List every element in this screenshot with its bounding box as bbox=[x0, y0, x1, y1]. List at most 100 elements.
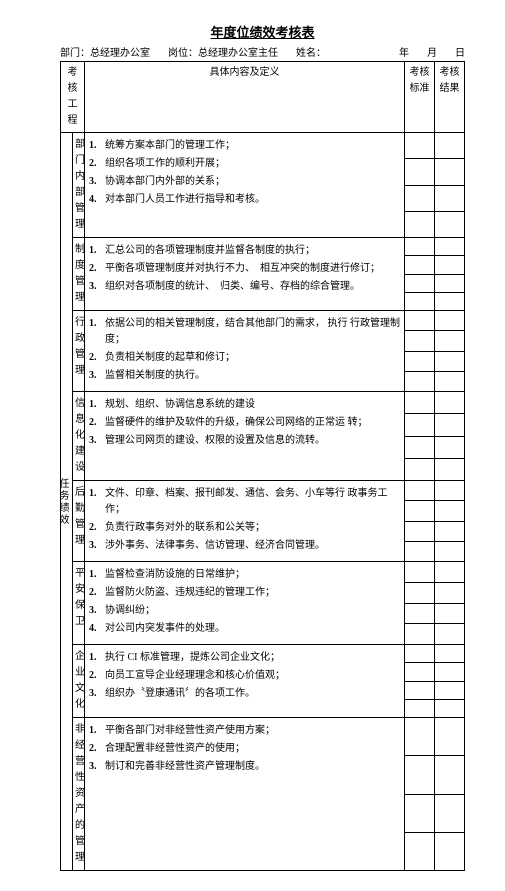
result-cell bbox=[435, 603, 465, 624]
section-name: 后勤管理 bbox=[73, 481, 85, 562]
list-item: 2.监督防火防盗、违规违纪的管理工作； bbox=[89, 584, 400, 602]
dept-value: 总经理办公室 bbox=[90, 44, 150, 59]
score-cell bbox=[405, 756, 435, 794]
list-item: 1.规划、组织、协调信息系统的建设 bbox=[89, 396, 400, 414]
score-cell bbox=[405, 274, 435, 292]
list-item: 2.组织各项工作的顺利开展； bbox=[89, 155, 400, 173]
score-cell bbox=[405, 663, 435, 681]
section-content: 1.执行 CI 标准管理，提炼公司企业文化；2.向员工宣导企业经理理念和核心价值… bbox=[85, 645, 405, 718]
score-cell bbox=[405, 832, 435, 870]
pos-label: 岗位： bbox=[168, 44, 198, 59]
list-item: 1.依据公司的相关管理制度，结合其他部门的需求， 执行 行政管理制度； bbox=[89, 315, 400, 349]
header-col4: 考核标准 bbox=[405, 62, 435, 133]
result-cell bbox=[435, 414, 465, 436]
score-cell bbox=[405, 371, 435, 391]
result-cell bbox=[435, 351, 465, 371]
section-name: 信息化建设 bbox=[73, 392, 85, 481]
section-content: 1.平衡各部门对非经营性资产使用方案；2.合理配置非经营性资产的使用；3.制订和… bbox=[85, 718, 405, 871]
dept-label: 部门： bbox=[60, 44, 90, 59]
list-item: 3.组织对各项制度的统计、 归类、编号、存档的综合管理。 bbox=[89, 278, 400, 296]
section-content: 1.监督检查消防设施的日常维护；2.监督防火防盗、违规违纪的管理工作；3.协调纠… bbox=[85, 562, 405, 645]
section-content: 1.规划、组织、协调信息系统的建设2.监督硬件的维护及软件的升级，确保公司网络的… bbox=[85, 392, 405, 481]
score-cell bbox=[405, 458, 435, 480]
result-cell bbox=[435, 718, 465, 756]
section-content: 1.统筹方案本部门的管理工作；2.组织各项工作的顺利开展；3.协调本部门内外部的… bbox=[85, 133, 405, 238]
result-cell bbox=[435, 238, 465, 256]
score-cell bbox=[405, 211, 435, 237]
result-cell bbox=[435, 371, 465, 391]
pos-value: 总经理办公室主任 bbox=[198, 44, 278, 59]
score-cell bbox=[405, 238, 435, 256]
section-name: 制度管理 bbox=[73, 238, 85, 311]
section-content: 1.汇总公司的各项管理制度并监督各制度的执行；2.平衡各项管理制度并对执行不力、… bbox=[85, 238, 405, 311]
result-cell bbox=[435, 211, 465, 237]
score-cell bbox=[405, 392, 435, 414]
section-name: 部门内 部管理 bbox=[73, 133, 85, 238]
score-cell bbox=[405, 292, 435, 310]
score-cell bbox=[405, 624, 435, 645]
list-item: 3.协调本部门内外部的关系； bbox=[89, 173, 400, 191]
result-cell bbox=[435, 663, 465, 681]
score-cell bbox=[405, 794, 435, 832]
score-cell bbox=[405, 436, 435, 458]
result-cell bbox=[435, 501, 465, 521]
list-item: 3.制订和完善非经营性资产管理制度。 bbox=[89, 758, 400, 776]
name-label: 姓名： bbox=[296, 44, 326, 59]
result-cell bbox=[435, 458, 465, 480]
day-label: 日 bbox=[455, 44, 465, 59]
list-item: 1.汇总公司的各项管理制度并监督各制度的执行； bbox=[89, 242, 400, 260]
score-cell bbox=[405, 521, 435, 541]
result-cell bbox=[435, 756, 465, 794]
score-cell bbox=[405, 256, 435, 274]
score-cell bbox=[405, 541, 435, 561]
result-cell bbox=[435, 256, 465, 274]
score-cell bbox=[405, 699, 435, 717]
page-title: 年度位绩效考核表 bbox=[60, 22, 465, 41]
month-label: 月 bbox=[427, 44, 437, 59]
score-cell bbox=[405, 645, 435, 663]
score-cell bbox=[405, 481, 435, 501]
result-cell bbox=[435, 185, 465, 211]
list-item: 1.执行 CI 标准管理，提炼公司企业文化； bbox=[89, 649, 400, 667]
main-category: 任务绩效 bbox=[61, 133, 73, 871]
list-item: 4.对本部门人员工作进行指导和考核。 bbox=[89, 191, 400, 209]
result-cell bbox=[435, 331, 465, 351]
result-cell bbox=[435, 582, 465, 603]
section-content: 1.依据公司的相关管理制度，结合其他部门的需求， 执行 行政管理制度；2.负责相… bbox=[85, 311, 405, 392]
section-name: 企业文化 bbox=[73, 645, 85, 718]
score-cell bbox=[405, 185, 435, 211]
score-cell bbox=[405, 311, 435, 331]
list-item: 1.文件、印章、档案、报刊邮发、通信、会务、小车等行 政事务工作； bbox=[89, 485, 400, 519]
result-cell bbox=[435, 681, 465, 699]
list-item: 3.协调纠纷； bbox=[89, 602, 400, 620]
result-cell bbox=[435, 562, 465, 583]
list-item: 2.合理配置非经营性资产的使用； bbox=[89, 740, 400, 758]
score-cell bbox=[405, 501, 435, 521]
list-item: 2.监督硬件的维护及软件的升级，确保公司网络的正常运 转； bbox=[89, 414, 400, 432]
section-content: 1.文件、印章、档案、报刊邮发、通信、会务、小车等行 政事务工作；2.负责行政事… bbox=[85, 481, 405, 562]
score-cell bbox=[405, 562, 435, 583]
result-cell bbox=[435, 645, 465, 663]
header-col1: 考核工程 bbox=[61, 62, 85, 133]
list-item: 4.对公司内突发事件的处理。 bbox=[89, 620, 400, 638]
list-item: 3.管理公司网页的建设、权限的设置及信息的流转。 bbox=[89, 432, 400, 450]
list-item: 1.统筹方案本部门的管理工作； bbox=[89, 137, 400, 155]
list-item: 3.监督相关制度的执行。 bbox=[89, 367, 400, 385]
section-name: 平安保卫 bbox=[73, 562, 85, 645]
list-item: 2.向员工宣导企业经理理念和核心价值观； bbox=[89, 667, 400, 685]
score-cell bbox=[405, 718, 435, 756]
score-cell bbox=[405, 681, 435, 699]
result-cell bbox=[435, 292, 465, 310]
result-cell bbox=[435, 133, 465, 159]
assessment-table: 考核工程 具体内容及定义 考核标准 考核结果 任务绩效部门内 部管理1.统筹方案… bbox=[60, 61, 465, 871]
section-name: 行政管理 bbox=[73, 311, 85, 392]
section-name: 非经营性资产的管理 bbox=[73, 718, 85, 871]
result-cell bbox=[435, 832, 465, 870]
result-cell bbox=[435, 699, 465, 717]
result-cell bbox=[435, 274, 465, 292]
result-cell bbox=[435, 521, 465, 541]
result-cell bbox=[435, 159, 465, 185]
score-cell bbox=[405, 582, 435, 603]
score-cell bbox=[405, 133, 435, 159]
list-item: 1.平衡各部门对非经营性资产使用方案； bbox=[89, 722, 400, 740]
